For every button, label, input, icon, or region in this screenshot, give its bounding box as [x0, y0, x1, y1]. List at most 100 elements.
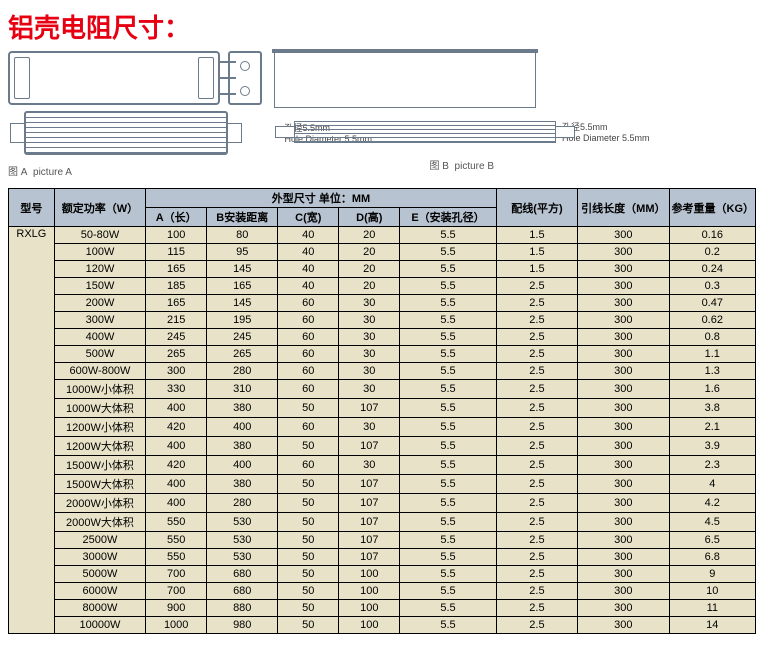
table-row: 100W1159540205.51.53000.2 — [9, 244, 756, 261]
table-row: 1200W大体积400380501075.52.53003.9 — [9, 437, 756, 456]
cell-weight: 3.9 — [669, 437, 755, 456]
cell-power: 120W — [54, 261, 145, 278]
cell-C: 60 — [278, 295, 339, 312]
th-D: D(高) — [339, 208, 400, 227]
cell-wire: 2.5 — [496, 363, 577, 380]
cell-D: 30 — [339, 346, 400, 363]
cell-B: 80 — [207, 227, 278, 244]
cell-B: 145 — [207, 295, 278, 312]
cell-weight: 4.2 — [669, 494, 755, 513]
cell-A: 300 — [146, 363, 207, 380]
hole-label-en-b: Hole Diameter 5.5mm — [562, 133, 650, 143]
cell-B: 530 — [207, 532, 278, 549]
cell-C: 50 — [278, 549, 339, 566]
resistor-top-view — [8, 51, 220, 105]
cell-lead: 300 — [578, 566, 669, 583]
cell-E: 5.5 — [400, 329, 497, 346]
cell-lead: 300 — [578, 617, 669, 634]
cell-B: 880 — [207, 600, 278, 617]
table-row: 120W16514540205.51.53000.24 — [9, 261, 756, 278]
table-row: 1000W大体积400380501075.52.53003.8 — [9, 399, 756, 418]
cell-wire: 2.5 — [496, 475, 577, 494]
cell-power: 100W — [54, 244, 145, 261]
cell-E: 5.5 — [400, 617, 497, 634]
cell-power: 1000W大体积 — [54, 399, 145, 418]
cell-wire: 2.5 — [496, 617, 577, 634]
cell-B: 400 — [207, 418, 278, 437]
cell-D: 100 — [339, 600, 400, 617]
table-row: 1000W小体积33031060305.52.53001.6 — [9, 380, 756, 399]
table-row: 1500W大体积400380501075.52.53004 — [9, 475, 756, 494]
cell-C: 60 — [278, 329, 339, 346]
cell-C: 50 — [278, 399, 339, 418]
cell-power: 50-80W — [54, 227, 145, 244]
cell-B: 265 — [207, 346, 278, 363]
table-row: 1200W小体积42040060305.52.53002.1 — [9, 418, 756, 437]
cell-weight: 0.47 — [669, 295, 755, 312]
cell-A: 330 — [146, 380, 207, 399]
th-dims-super: 外型尺寸 单位：MM — [146, 189, 497, 208]
cell-E: 5.5 — [400, 399, 497, 418]
table-row: 150W18516540205.52.53000.3 — [9, 278, 756, 295]
cell-D: 100 — [339, 617, 400, 634]
cell-A: 420 — [146, 456, 207, 475]
picture-b-top — [274, 51, 536, 108]
cell-lead: 300 — [578, 295, 669, 312]
cell-wire: 2.5 — [496, 566, 577, 583]
cell-C: 60 — [278, 380, 339, 399]
cell-E: 5.5 — [400, 583, 497, 600]
cell-C: 40 — [278, 227, 339, 244]
cell-wire: 2.5 — [496, 312, 577, 329]
cell-lead: 300 — [578, 494, 669, 513]
cell-D: 100 — [339, 566, 400, 583]
cell-D: 107 — [339, 494, 400, 513]
cell-C: 60 — [278, 363, 339, 380]
cell-A: 400 — [146, 437, 207, 456]
cell-lead: 300 — [578, 513, 669, 532]
cell-power: 6000W — [54, 583, 145, 600]
diagram-area: 孔径5.5mm Hole Diameter 5.5mm 图 A picture … — [8, 51, 757, 178]
cell-E: 5.5 — [400, 312, 497, 329]
cell-A: 400 — [146, 399, 207, 418]
th-lead: 引线长度（MM） — [578, 189, 669, 227]
cell-lead: 300 — [578, 261, 669, 278]
cell-D: 107 — [339, 513, 400, 532]
cell-D: 30 — [339, 312, 400, 329]
cell-C: 50 — [278, 583, 339, 600]
cell-weight: 0.24 — [669, 261, 755, 278]
cell-B: 530 — [207, 549, 278, 566]
cell-wire: 1.5 — [496, 261, 577, 278]
cell-E: 5.5 — [400, 549, 497, 566]
cell-wire: 1.5 — [496, 244, 577, 261]
picture-b-side — [294, 121, 556, 143]
cell-wire: 2.5 — [496, 418, 577, 437]
cell-D: 100 — [339, 583, 400, 600]
resistor-side-view — [24, 111, 228, 155]
cell-wire: 2.5 — [496, 346, 577, 363]
cell-E: 5.5 — [400, 227, 497, 244]
cell-E: 5.5 — [400, 475, 497, 494]
cell-weight: 0.8 — [669, 329, 755, 346]
th-power: 额定功率（W） — [54, 189, 145, 227]
cell-weight: 1.1 — [669, 346, 755, 363]
table-row: 6000W700680501005.52.530010 — [9, 583, 756, 600]
cell-A: 550 — [146, 513, 207, 532]
cell-power: 400W — [54, 329, 145, 346]
cell-weight: 4.5 — [669, 513, 755, 532]
cell-lead: 300 — [578, 532, 669, 549]
cell-lead: 300 — [578, 244, 669, 261]
cell-A: 165 — [146, 261, 207, 278]
cell-D: 107 — [339, 399, 400, 418]
cell-weight: 1.6 — [669, 380, 755, 399]
cell-C: 50 — [278, 475, 339, 494]
cell-power: 3000W — [54, 549, 145, 566]
pic-a-en: picture A — [33, 167, 72, 178]
cell-B: 245 — [207, 329, 278, 346]
cell-C: 50 — [278, 494, 339, 513]
cell-B: 980 — [207, 617, 278, 634]
cell-lead: 300 — [578, 456, 669, 475]
cell-B: 280 — [207, 494, 278, 513]
cell-wire: 2.5 — [496, 513, 577, 532]
cell-weight: 0.62 — [669, 312, 755, 329]
cell-power: 500W — [54, 346, 145, 363]
